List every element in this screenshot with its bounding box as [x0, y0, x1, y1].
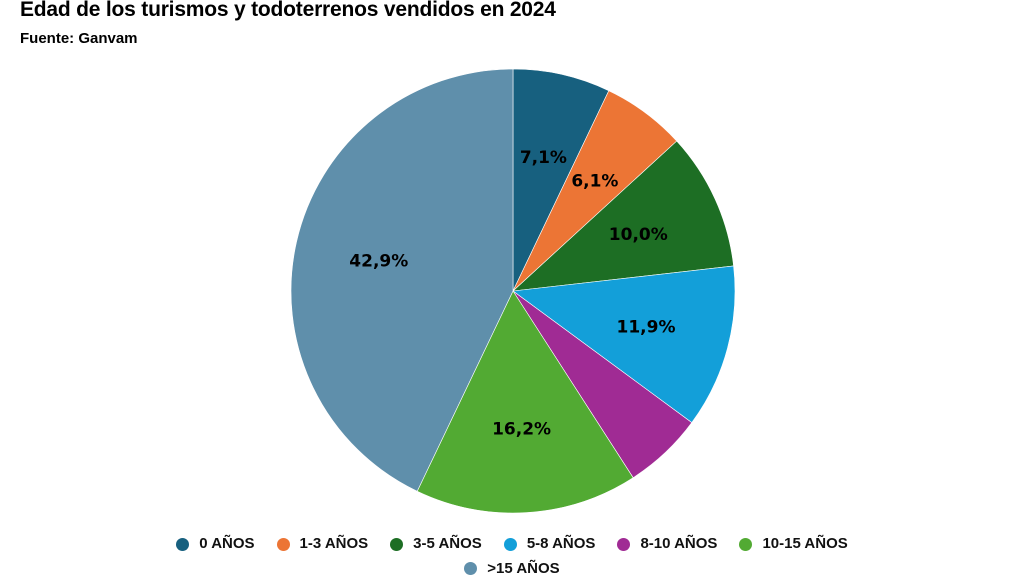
slice-label: 42,9%: [349, 252, 408, 272]
legend-item: 3-5 AÑOS: [390, 533, 482, 555]
legend-swatch-icon: [176, 537, 190, 551]
slice-label: 7,1%: [520, 148, 567, 168]
pie-slice: [512, 265, 736, 424]
slice-label: 6,1%: [571, 171, 618, 191]
slice-label: 10,0%: [609, 225, 668, 245]
pie-slice: [290, 68, 514, 492]
legend-item: 8-10 AÑOS: [617, 533, 717, 555]
legend-swatch-icon: [464, 562, 478, 575]
legend-swatch-icon: [503, 537, 517, 551]
legend-swatch-icon: [390, 537, 404, 551]
legend-swatch-icon: [276, 537, 290, 551]
slice-label: 16,2%: [492, 419, 551, 439]
chart-subtitle: Fuente: Ganvam: [20, 30, 138, 47]
legend-swatch-icon: [617, 537, 631, 551]
legend-item: 0 AÑOS: [176, 533, 255, 555]
slice-label: 11,9%: [617, 318, 676, 338]
pie-slice: [416, 290, 634, 514]
legend-swatch-icon: [739, 537, 753, 551]
legend-label: 3-5 AÑOS: [413, 535, 482, 552]
legend-label: 1-3 AÑOS: [299, 535, 369, 552]
chart-legend: 0 AÑOS 1-3 AÑOS 3-5 AÑOS 5-8 AÑOS 8-10 AÑOS 1…: [0, 533, 1024, 582]
legend-label: 0 AÑOS: [199, 535, 255, 552]
pie-slice: [512, 140, 734, 292]
legend-label: >15 AÑOS: [487, 559, 560, 577]
legend-label: 5-8 AÑOS: [526, 535, 596, 552]
legend-label: 10-15 AÑOS: [762, 535, 848, 552]
legend-item: >15 AÑOS: [464, 558, 560, 580]
legend-item: 10-15 AÑOS: [739, 533, 848, 555]
chart-title: Edad de los turismos y todoterrenos vend…: [20, 0, 556, 21]
legend-label: 8-10 AÑOS: [640, 535, 718, 552]
legend-item: 1-3 AÑOS: [276, 533, 369, 555]
legend-item: 5-8 AÑOS: [503, 533, 596, 555]
